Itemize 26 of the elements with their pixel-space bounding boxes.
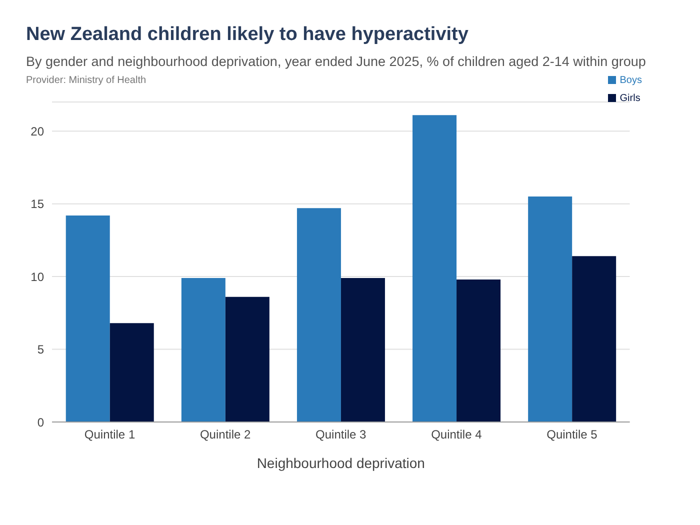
text: Provider: Ministry of Health [26,75,146,86]
bar [225,296,270,422]
y-tick-label: 0 [37,415,44,430]
bar [412,115,457,422]
bar [110,323,154,422]
y-tick-label: 10 [30,270,44,284]
x-tick-label: Quintile 1 [84,428,136,442]
x-tick-label: Quintile 5 [546,428,598,442]
x-tick-label: Quintile 2 [200,428,251,442]
legend-label: Boys [620,75,642,86]
y-tick-label: 20 [30,124,44,138]
x-tick-label: Quintile 4 [431,428,482,442]
bar [528,196,572,422]
y-tick-label: 15 [30,197,44,212]
bar [456,279,501,422]
x-axis-title: Neighbourhood deprivation [256,455,425,471]
y-tick-label: 5 [37,342,44,357]
bar [572,256,616,422]
chart-subtitle: By gender and neighbourhood deprivation, year ended June 2025, % of children aged 2-14 within group [26,54,647,69]
bar [296,208,341,422]
bar [66,215,110,422]
chart-title: New Zealand children likely to have hyperactivity [26,24,470,46]
x-tick-label: Quintile 3 [316,428,367,442]
legend-label: Girls [620,93,640,104]
bar [181,278,226,422]
bar [340,278,385,422]
